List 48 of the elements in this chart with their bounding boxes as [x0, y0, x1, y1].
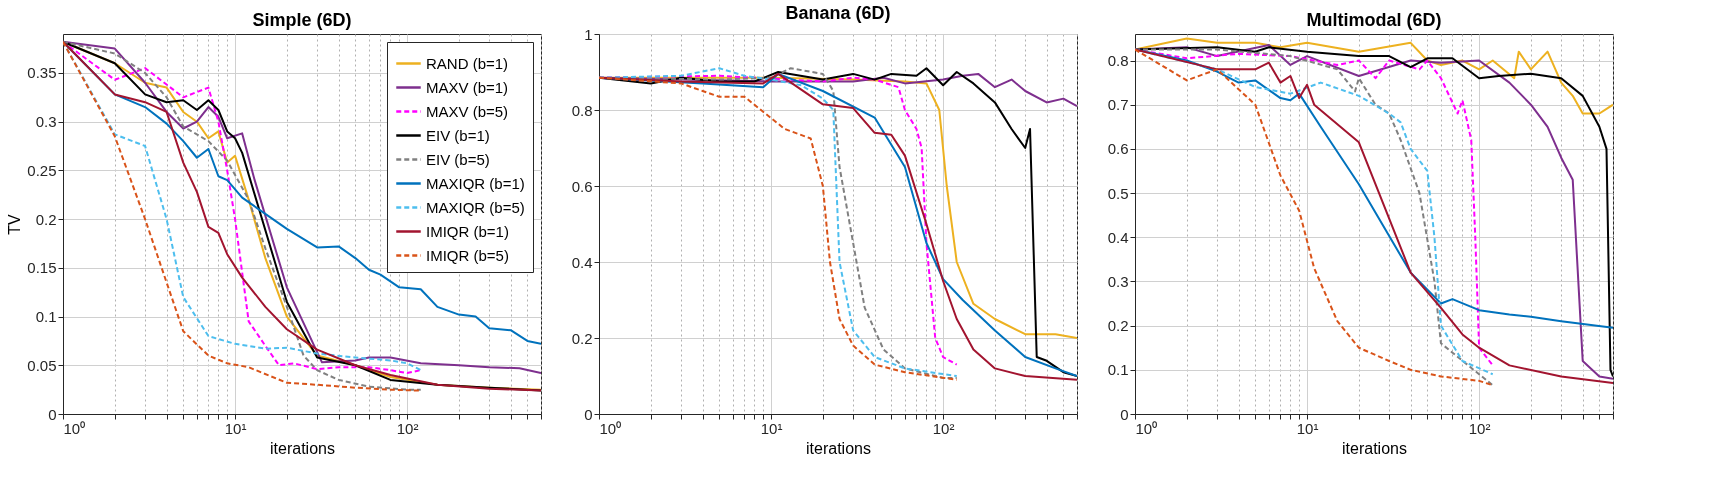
y-tick-label: 0.4	[571, 253, 593, 271]
y-tick-label: 0.4	[1107, 228, 1129, 246]
legend-label: MAXV (b=1)	[426, 78, 509, 96]
legend-label: RAND (b=1)	[426, 54, 509, 72]
chart-title: Multimodal (6D)	[1306, 10, 1442, 30]
y-tick-label: 1	[584, 25, 593, 43]
chart-title: Simple (6D)	[252, 10, 352, 30]
y-tick-label: 0.05	[27, 356, 57, 374]
y-tick-label: 0	[1120, 405, 1129, 423]
x-tick-label: 10¹	[1296, 419, 1319, 437]
y-tick-label: 0	[48, 405, 57, 423]
y-tick-label: 0.8	[571, 101, 593, 119]
legend-label: MAXV (b=5)	[426, 102, 509, 120]
x-tick-label: 10²	[1468, 419, 1491, 437]
chart-title: Banana (6D)	[785, 3, 891, 23]
x-tick-label: 10²	[396, 419, 419, 437]
y-tick-label: 0.2	[571, 329, 593, 347]
legend-label: EIV (b=1)	[426, 126, 490, 144]
y-tick-label: 0.1	[35, 308, 57, 326]
y-tick-label: 0.8	[1107, 52, 1129, 70]
y-tick-label: 0.6	[571, 177, 593, 195]
y-tick-label: 0.6	[1107, 140, 1129, 158]
y-tick-label: 0.1	[1107, 361, 1129, 379]
x-axis-title: iterations	[806, 439, 871, 457]
legend-label: MAXIQR (b=1)	[426, 174, 525, 192]
legend-label: IMIQR (b=1)	[426, 222, 509, 240]
y-tick-label: 0.3	[35, 113, 57, 131]
y-tick-label: 0.3	[1107, 272, 1129, 290]
x-tick-label: 10¹	[224, 419, 247, 437]
y-tick-label: 0.2	[1107, 317, 1129, 335]
legend-label: EIV (b=5)	[426, 150, 490, 168]
y-tick-label: 0.5	[1107, 184, 1129, 202]
y-axis-title: TV	[6, 213, 24, 235]
x-tick-label: 10⁰	[1135, 419, 1158, 437]
x-tick-label: 10¹	[760, 419, 783, 437]
y-tick-label: 0.7	[1107, 96, 1129, 114]
legend-label: IMIQR (b=5)	[426, 246, 509, 264]
y-tick-label: 0.2	[35, 210, 57, 228]
x-tick-label: 10⁰	[63, 419, 86, 437]
x-axis-title: iterations	[1342, 439, 1407, 457]
x-tick-label: 10²	[932, 419, 955, 437]
legend-label: MAXIQR (b=5)	[426, 198, 525, 216]
y-tick-label: 0.35	[27, 64, 57, 82]
x-axis-title: iterations	[270, 439, 335, 457]
y-tick-label: 0.15	[27, 259, 57, 277]
y-tick-label: 0	[584, 405, 593, 423]
y-tick-label: 0.25	[27, 161, 57, 179]
x-tick-label: 10⁰	[599, 419, 622, 437]
